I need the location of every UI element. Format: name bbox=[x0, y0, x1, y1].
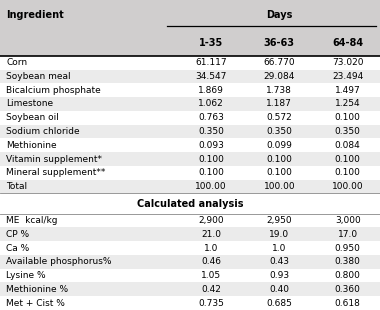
Text: 0.100: 0.100 bbox=[198, 168, 224, 177]
Text: Calculated analysis: Calculated analysis bbox=[137, 198, 243, 209]
Text: Soybean meal: Soybean meal bbox=[6, 72, 71, 81]
Text: 0.100: 0.100 bbox=[198, 155, 224, 164]
Text: 0.350: 0.350 bbox=[266, 127, 292, 136]
Text: 0.735: 0.735 bbox=[198, 299, 224, 308]
Text: Soybean oil: Soybean oil bbox=[6, 113, 59, 122]
Text: 0.100: 0.100 bbox=[335, 168, 361, 177]
Text: Vitamin supplement*: Vitamin supplement* bbox=[6, 155, 102, 164]
Bar bbox=[0, 282, 380, 296]
Text: 2,950: 2,950 bbox=[266, 216, 292, 225]
Text: ME  kcal/kg: ME kcal/kg bbox=[6, 216, 58, 225]
Bar bbox=[0, 69, 380, 83]
Text: Total: Total bbox=[6, 182, 27, 191]
Text: 19.0: 19.0 bbox=[269, 230, 289, 239]
Text: 1-35: 1-35 bbox=[199, 38, 223, 48]
Text: 66.770: 66.770 bbox=[263, 58, 295, 67]
Text: 0.43: 0.43 bbox=[269, 257, 289, 266]
Text: 0.360: 0.360 bbox=[335, 285, 361, 294]
Text: Methionine %: Methionine % bbox=[6, 285, 68, 294]
Text: 36-63: 36-63 bbox=[264, 38, 295, 48]
Bar bbox=[0, 56, 380, 310]
Text: Corn: Corn bbox=[6, 58, 27, 67]
Text: 17.0: 17.0 bbox=[338, 230, 358, 239]
Text: 0.350: 0.350 bbox=[335, 127, 361, 136]
Bar bbox=[0, 152, 380, 166]
Text: 0.100: 0.100 bbox=[266, 168, 292, 177]
Text: Ca %: Ca % bbox=[6, 244, 29, 253]
Bar bbox=[0, 255, 380, 269]
Text: 0.099: 0.099 bbox=[266, 141, 292, 150]
Text: 0.084: 0.084 bbox=[335, 141, 361, 150]
Text: Sodium chloride: Sodium chloride bbox=[6, 127, 80, 136]
Text: 0.950: 0.950 bbox=[335, 244, 361, 253]
Text: 0.350: 0.350 bbox=[198, 127, 224, 136]
Text: 0.572: 0.572 bbox=[266, 113, 292, 122]
Text: Mineral supplement**: Mineral supplement** bbox=[6, 168, 106, 177]
Text: 0.763: 0.763 bbox=[198, 113, 224, 122]
Text: 1.187: 1.187 bbox=[266, 100, 292, 108]
Text: 0.100: 0.100 bbox=[335, 155, 361, 164]
Text: 0.093: 0.093 bbox=[198, 141, 224, 150]
Bar bbox=[0, 228, 380, 241]
Text: 0.380: 0.380 bbox=[335, 257, 361, 266]
Text: 73.020: 73.020 bbox=[332, 58, 363, 67]
Text: Available phosphorus%: Available phosphorus% bbox=[6, 257, 112, 266]
Text: Bicalcium phosphate: Bicalcium phosphate bbox=[6, 86, 101, 95]
Text: Limestone: Limestone bbox=[6, 100, 53, 108]
Text: 2,900: 2,900 bbox=[198, 216, 224, 225]
Text: 0.100: 0.100 bbox=[335, 113, 361, 122]
Text: Met + Cist %: Met + Cist % bbox=[6, 299, 65, 308]
Text: 1.869: 1.869 bbox=[198, 86, 224, 95]
Text: 100.00: 100.00 bbox=[195, 182, 227, 191]
Text: 34.547: 34.547 bbox=[195, 72, 226, 81]
Text: 0.618: 0.618 bbox=[335, 299, 361, 308]
Text: 1.05: 1.05 bbox=[201, 271, 221, 280]
Text: Methionine: Methionine bbox=[6, 141, 57, 150]
Text: 0.685: 0.685 bbox=[266, 299, 292, 308]
Bar bbox=[0, 97, 380, 111]
Text: 0.46: 0.46 bbox=[201, 257, 221, 266]
Text: CP %: CP % bbox=[6, 230, 29, 239]
Text: 100.00: 100.00 bbox=[332, 182, 364, 191]
Text: 29.084: 29.084 bbox=[264, 72, 295, 81]
Text: Lysine %: Lysine % bbox=[6, 271, 46, 280]
Text: 3,000: 3,000 bbox=[335, 216, 361, 225]
Text: Ingredient: Ingredient bbox=[6, 10, 64, 20]
Text: 1.497: 1.497 bbox=[335, 86, 361, 95]
Bar bbox=[0, 125, 380, 138]
Text: 64-84: 64-84 bbox=[332, 38, 363, 48]
Text: 61.117: 61.117 bbox=[195, 58, 227, 67]
Text: 21.0: 21.0 bbox=[201, 230, 221, 239]
Text: 0.93: 0.93 bbox=[269, 271, 289, 280]
Text: 23.494: 23.494 bbox=[332, 72, 363, 81]
Text: 0.42: 0.42 bbox=[201, 285, 221, 294]
Text: 1.0: 1.0 bbox=[272, 244, 287, 253]
Text: 0.40: 0.40 bbox=[269, 285, 289, 294]
Text: 1.254: 1.254 bbox=[335, 100, 361, 108]
Text: Days: Days bbox=[266, 10, 293, 20]
Text: 1.062: 1.062 bbox=[198, 100, 224, 108]
Text: 0.800: 0.800 bbox=[335, 271, 361, 280]
Text: 100.00: 100.00 bbox=[263, 182, 295, 191]
Text: 1.738: 1.738 bbox=[266, 86, 292, 95]
Bar bbox=[0, 180, 380, 193]
Text: 1.0: 1.0 bbox=[204, 244, 218, 253]
Text: 0.100: 0.100 bbox=[266, 155, 292, 164]
